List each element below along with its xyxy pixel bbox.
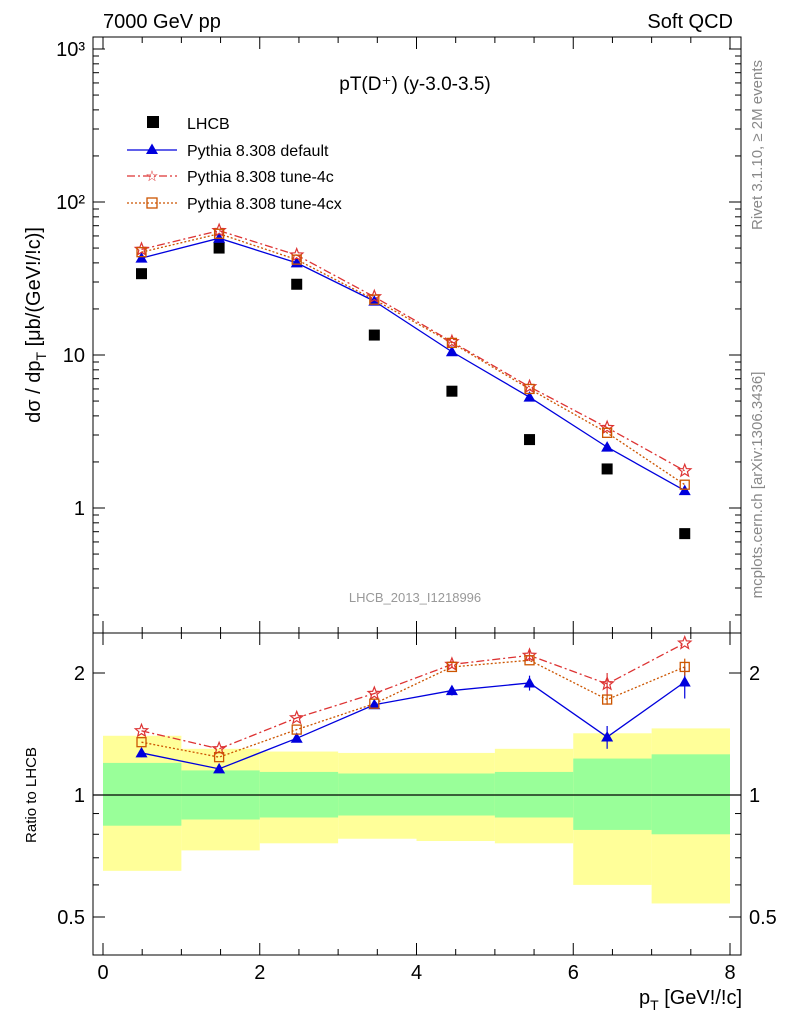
main-data-point bbox=[369, 294, 380, 305]
main-data-point bbox=[213, 242, 225, 254]
legend-tune4cx-marker bbox=[146, 197, 158, 209]
main-data-point bbox=[213, 232, 226, 243]
energy-label: 7000 GeV pp bbox=[103, 11, 221, 33]
ratio-band-inner bbox=[573, 758, 652, 830]
ratio-data-point bbox=[446, 661, 458, 673]
main-ytick-label: 1 bbox=[74, 498, 85, 520]
ratio-band-inner bbox=[103, 762, 182, 826]
source-url-label: mcplots.cern.ch [arXiv:1306.3436] bbox=[749, 372, 766, 599]
ratio-xtick-label: 2 bbox=[254, 962, 265, 984]
main-ytick-label: 10² bbox=[56, 192, 85, 214]
process-label: Soft QCD bbox=[647, 11, 733, 33]
main-data-point bbox=[601, 427, 613, 438]
ratio-data-point bbox=[523, 676, 536, 688]
ratio-xtick-label: 8 bbox=[724, 962, 735, 984]
legend-default-marker bbox=[146, 143, 158, 154]
ratio-series-line bbox=[141, 681, 686, 770]
ratio-data-point bbox=[524, 655, 535, 666]
ratio-data-point bbox=[213, 751, 225, 763]
main-data-point bbox=[135, 252, 148, 263]
main-data-point bbox=[676, 462, 693, 478]
ratio-data-point bbox=[135, 746, 148, 758]
main-data-point bbox=[136, 268, 148, 280]
ratio-ytick-label-right: 1 bbox=[749, 785, 760, 807]
legend: LHCB Pythia 8.308 default ☆ Pythia 8.308… bbox=[127, 116, 342, 213]
main-data-point bbox=[136, 247, 147, 258]
ratio-ytick-label: 2 bbox=[74, 663, 85, 685]
ratio-data-point bbox=[445, 684, 458, 696]
rivet-version-label: Rivet 3.1.10, ≥ 2M events bbox=[749, 60, 766, 230]
ratio-data-point bbox=[601, 731, 614, 742]
ratio-series-line bbox=[141, 659, 685, 758]
main-data-point bbox=[368, 329, 380, 341]
main-data-point bbox=[291, 254, 302, 265]
ratio-data-point bbox=[290, 732, 303, 743]
ratio-data-point bbox=[369, 698, 380, 709]
main-series-line bbox=[141, 229, 686, 472]
ratio-data-point bbox=[679, 661, 690, 673]
main-data-point bbox=[213, 228, 225, 239]
legend-tune4c-label: Pythia 8.308 tune-4c bbox=[187, 169, 334, 186]
main-data-point bbox=[601, 441, 614, 452]
main-data-point bbox=[523, 391, 536, 402]
main-data-point bbox=[288, 246, 305, 262]
main-data-point bbox=[599, 419, 615, 435]
ratio-data-point bbox=[366, 685, 383, 701]
main-data-point bbox=[446, 385, 458, 397]
ratio-data-point bbox=[213, 762, 226, 774]
ratio-ytick-label-right: 2 bbox=[749, 663, 760, 685]
main-panel: 1 10 10² 10³ bbox=[56, 36, 742, 634]
legend-default-label: Pythia 8.308 default bbox=[187, 143, 329, 160]
legend-tune4c-marker: ☆ bbox=[145, 168, 158, 185]
main-data-point bbox=[211, 222, 227, 238]
main-ylabel: dσ / dpT [μb/(GeV!/!c)] bbox=[23, 227, 49, 423]
ratio-ylabel: Ratio to LHCB bbox=[23, 747, 40, 843]
main-data-point bbox=[446, 337, 458, 349]
ratio-xtick-label: 0 bbox=[97, 962, 108, 984]
ratio-data-point bbox=[288, 709, 305, 725]
main-ytick-label: 10 bbox=[63, 345, 85, 367]
main-data-point bbox=[524, 383, 535, 395]
ratio-series-group bbox=[133, 634, 693, 774]
legend-tune4cx-label: Pythia 8.308 tune-4cx bbox=[187, 196, 342, 213]
ratio-ytick-label-right: 0.5 bbox=[749, 907, 777, 929]
ratio-data-point bbox=[368, 698, 381, 710]
main-data-point bbox=[601, 463, 613, 475]
main-ytick-label: 10³ bbox=[56, 39, 85, 61]
legend-lhcb-label: LHCB bbox=[187, 116, 230, 133]
main-data-point bbox=[445, 345, 458, 357]
ratio-xtick-label: 6 bbox=[568, 962, 579, 984]
ratio-data-point bbox=[601, 694, 613, 705]
ratio-ytick-label: 1 bbox=[74, 785, 85, 807]
main-data-point bbox=[524, 434, 536, 446]
ratio-panel: 0.5 0.5 1 1 2 2 0 2 4 6 8 bbox=[57, 632, 777, 984]
ratio-data-point bbox=[678, 676, 691, 687]
analysis-watermark: LHCB_2013_I1218996 bbox=[349, 590, 481, 605]
main-series-line bbox=[141, 233, 686, 486]
main-data-point bbox=[679, 479, 690, 490]
x-axis-label: pT [GeV!/!c] bbox=[639, 987, 742, 1013]
main-data-point bbox=[679, 528, 691, 540]
ratio-data-point bbox=[521, 647, 538, 663]
ratio-data-point bbox=[676, 634, 693, 650]
ratio-data-point bbox=[211, 740, 227, 756]
ratio-data-point bbox=[291, 724, 302, 735]
ratio-band-inner bbox=[651, 754, 730, 835]
legend-lhcb-marker bbox=[147, 116, 159, 128]
main-data-point bbox=[291, 278, 303, 290]
ratio-xtick-label: 4 bbox=[411, 962, 422, 984]
plot-title: pT(D⁺) (y-3.0-3.5) bbox=[339, 74, 491, 95]
ratio-ytick-label: 0.5 bbox=[57, 907, 85, 929]
ratio-data-point bbox=[136, 737, 147, 748]
main-series-line bbox=[141, 237, 686, 492]
ratio-data-point bbox=[599, 675, 615, 691]
main-data-point bbox=[368, 295, 381, 306]
ratio-data-point bbox=[133, 722, 150, 738]
